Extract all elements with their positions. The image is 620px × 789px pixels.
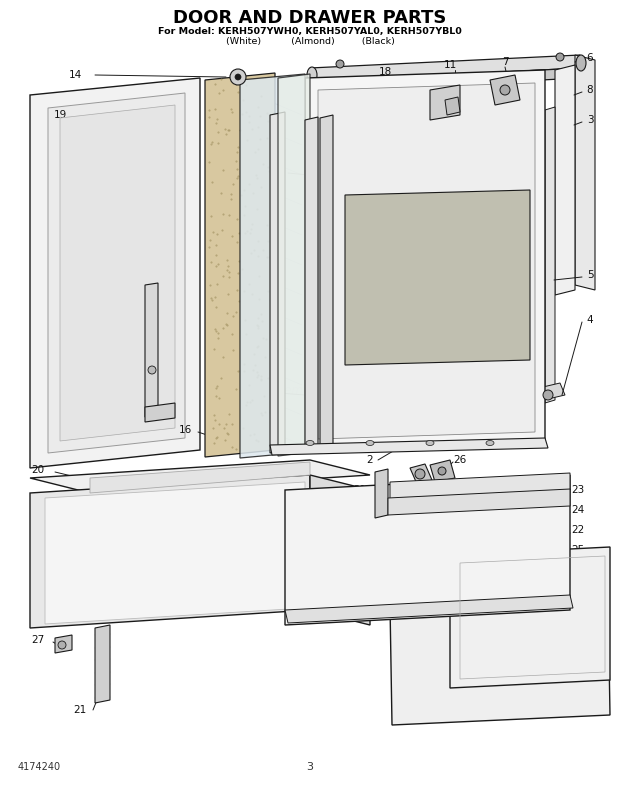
Text: 18: 18 [378, 67, 392, 77]
Text: 8: 8 [587, 85, 593, 95]
Text: 3: 3 [306, 762, 314, 772]
Text: 9: 9 [255, 385, 261, 395]
Circle shape [556, 53, 564, 61]
Ellipse shape [426, 440, 434, 446]
Polygon shape [390, 595, 610, 725]
Polygon shape [530, 383, 565, 402]
Polygon shape [278, 74, 310, 456]
Polygon shape [555, 65, 575, 295]
Polygon shape [430, 85, 460, 120]
Polygon shape [30, 460, 370, 493]
Ellipse shape [306, 440, 314, 446]
Circle shape [58, 641, 66, 649]
Text: 4174240: 4174240 [18, 762, 61, 772]
Polygon shape [410, 464, 432, 484]
Text: 6: 6 [587, 53, 593, 63]
Text: 20: 20 [32, 465, 45, 475]
Text: 16: 16 [179, 425, 192, 435]
Text: 15: 15 [213, 440, 227, 450]
Polygon shape [490, 75, 520, 105]
Circle shape [148, 366, 156, 374]
Polygon shape [285, 475, 570, 625]
Text: (White)          (Almond)         (Black): (White) (Almond) (Black) [226, 36, 394, 46]
Polygon shape [320, 115, 333, 453]
Polygon shape [95, 625, 110, 703]
Text: 22: 22 [572, 525, 585, 535]
Text: 2: 2 [366, 455, 373, 465]
Ellipse shape [576, 55, 586, 71]
Text: 10: 10 [108, 365, 122, 375]
Polygon shape [55, 635, 72, 653]
Polygon shape [450, 547, 610, 688]
Text: 21: 21 [353, 485, 366, 495]
Text: 12: 12 [264, 165, 277, 175]
Ellipse shape [307, 67, 317, 83]
Polygon shape [545, 107, 555, 403]
Polygon shape [305, 117, 318, 453]
Polygon shape [310, 68, 580, 92]
Text: 21: 21 [73, 705, 87, 715]
Text: DOOR AND DRAWER PARTS: DOOR AND DRAWER PARTS [174, 9, 446, 27]
Polygon shape [48, 93, 185, 453]
Text: 14: 14 [68, 70, 82, 80]
Polygon shape [270, 112, 285, 453]
Polygon shape [345, 190, 530, 365]
Polygon shape [90, 462, 310, 493]
Polygon shape [205, 73, 275, 457]
Text: 11: 11 [443, 60, 456, 70]
Text: For Model: KERH507YWH0, KERH507YAL0, KERH507YBL0: For Model: KERH507YWH0, KERH507YAL0, KER… [158, 27, 462, 36]
Polygon shape [390, 473, 570, 499]
Polygon shape [30, 78, 200, 468]
Text: 7: 7 [502, 57, 508, 67]
Text: eReplacementParts.com: eReplacementParts.com [238, 383, 382, 397]
Polygon shape [375, 469, 388, 518]
Ellipse shape [366, 440, 374, 446]
Circle shape [230, 69, 246, 85]
Circle shape [543, 390, 553, 400]
Polygon shape [45, 482, 305, 624]
Polygon shape [310, 475, 370, 625]
Polygon shape [388, 489, 570, 515]
Text: 23: 23 [572, 485, 585, 495]
Polygon shape [285, 595, 573, 623]
Text: 26: 26 [453, 455, 467, 465]
Ellipse shape [486, 440, 494, 446]
Polygon shape [240, 74, 305, 458]
Polygon shape [305, 70, 545, 453]
Polygon shape [318, 83, 535, 439]
Text: 27: 27 [32, 635, 45, 645]
Polygon shape [60, 105, 175, 441]
Text: 25: 25 [572, 545, 585, 555]
Circle shape [500, 85, 510, 95]
Text: 19: 19 [53, 110, 66, 120]
Polygon shape [575, 55, 595, 290]
Polygon shape [430, 460, 455, 482]
Polygon shape [310, 55, 580, 82]
Text: 4: 4 [587, 315, 593, 325]
Circle shape [438, 467, 446, 475]
Polygon shape [145, 283, 158, 417]
Polygon shape [145, 403, 175, 422]
Polygon shape [445, 97, 460, 115]
Polygon shape [270, 438, 548, 455]
Polygon shape [30, 475, 310, 628]
Text: 13: 13 [233, 315, 247, 325]
Circle shape [415, 469, 425, 479]
Text: 5: 5 [587, 270, 593, 280]
Text: 3: 3 [587, 115, 593, 125]
Text: 24: 24 [572, 505, 585, 515]
Circle shape [235, 74, 241, 80]
Circle shape [336, 60, 344, 68]
